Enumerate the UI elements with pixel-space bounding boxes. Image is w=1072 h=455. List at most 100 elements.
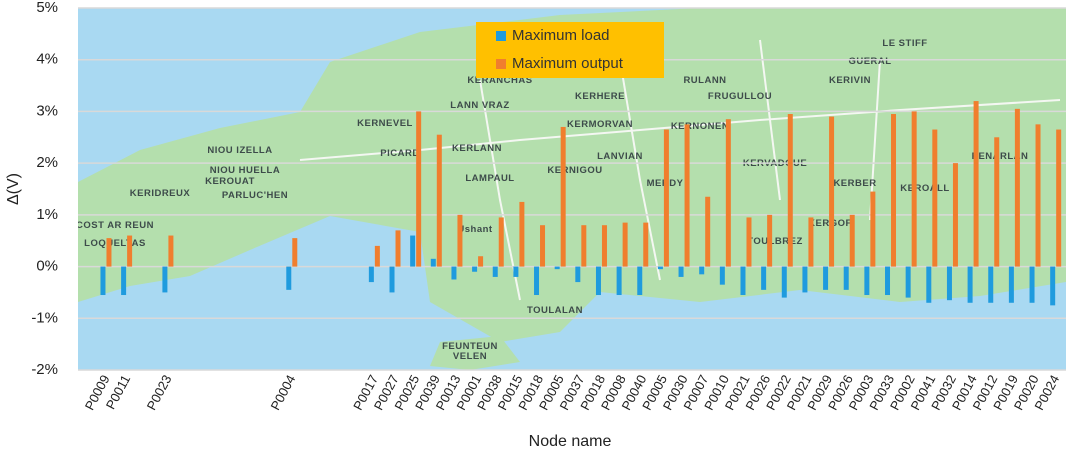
bar xyxy=(932,129,938,267)
bar xyxy=(121,266,127,296)
legend-box xyxy=(476,22,664,78)
bar xyxy=(699,266,705,275)
legend-label: Maximum output xyxy=(512,55,624,72)
legend-swatch xyxy=(496,31,506,41)
bar xyxy=(100,266,106,296)
bar xyxy=(1056,129,1062,267)
map-label: KERNEVEL xyxy=(357,118,413,129)
y-tick-label: 3% xyxy=(36,102,58,119)
map-label: COST AR REUN xyxy=(76,220,154,231)
bar xyxy=(472,266,478,272)
y-tick-label: 2% xyxy=(36,154,58,171)
map-label: NIOU HUELLA xyxy=(210,165,280,176)
bar xyxy=(1014,108,1020,267)
bar xyxy=(286,266,292,290)
bar xyxy=(781,266,787,298)
map-label: NIOU IZELLA xyxy=(207,145,272,156)
map-label: FEUNTEUN xyxy=(442,341,498,352)
map-label: TOULBREZ xyxy=(747,236,803,247)
bar xyxy=(374,245,380,267)
map-label: KERLANN xyxy=(452,143,502,154)
map-label: PICARD xyxy=(380,148,419,159)
bar xyxy=(767,214,773,267)
bar xyxy=(575,266,581,283)
map-label: KERHERE xyxy=(575,91,625,102)
bar xyxy=(457,214,463,267)
bar xyxy=(885,266,891,296)
map-label: KERANCHAS xyxy=(467,75,532,86)
bar xyxy=(513,266,519,277)
bar xyxy=(1035,124,1041,267)
bar xyxy=(616,266,622,296)
map-label: LOQUELTAS xyxy=(84,238,146,249)
bar xyxy=(663,129,669,267)
map-label: KEROALL xyxy=(900,183,949,194)
map-label: LANN VRAZ xyxy=(450,100,509,111)
x-axis-label: Node name xyxy=(529,433,612,450)
bar xyxy=(746,217,752,267)
bar xyxy=(168,235,174,267)
map-label: FRUGULLOU xyxy=(708,91,772,102)
bar xyxy=(581,225,587,267)
bar xyxy=(540,225,546,267)
bar xyxy=(808,217,814,267)
map-label: PARLUC'HEN xyxy=(222,190,288,201)
y-tick-label: -1% xyxy=(31,309,58,326)
bar xyxy=(823,266,829,290)
bar xyxy=(643,222,649,267)
bar xyxy=(451,266,457,280)
x-tick-label: P0023 xyxy=(144,372,175,412)
bar xyxy=(802,266,808,293)
bar xyxy=(389,266,395,293)
bar xyxy=(162,266,168,293)
bar xyxy=(849,214,855,267)
bar xyxy=(740,266,746,296)
map-label: TOULALAN xyxy=(527,305,583,316)
bar xyxy=(492,266,498,277)
bar xyxy=(994,137,1000,267)
bar xyxy=(967,266,973,303)
bar xyxy=(719,266,725,285)
map-label: KERNIGOU xyxy=(547,165,602,176)
bar xyxy=(637,266,643,296)
bar xyxy=(595,266,601,296)
bar xyxy=(601,225,607,267)
bar xyxy=(988,266,994,303)
bar xyxy=(705,196,711,267)
y-tick-label: -2% xyxy=(31,361,58,378)
bar xyxy=(864,266,870,296)
y-axis-label: Δ(V) xyxy=(5,173,22,205)
bar xyxy=(106,238,112,267)
bar xyxy=(1029,266,1035,303)
bar xyxy=(891,114,897,267)
map-label: KERIVIN xyxy=(829,75,871,86)
y-tick-label: 1% xyxy=(36,206,58,223)
bar xyxy=(926,266,932,303)
bar xyxy=(410,235,416,267)
bar xyxy=(905,266,911,298)
bar xyxy=(554,266,560,270)
bar xyxy=(430,258,436,267)
legend-swatch xyxy=(496,59,506,69)
bar xyxy=(911,111,917,267)
bar xyxy=(973,101,979,267)
bar xyxy=(870,191,876,267)
bar xyxy=(560,126,566,267)
y-tick-label: 4% xyxy=(36,51,58,68)
bar xyxy=(946,266,952,301)
map-label: Ushant xyxy=(457,224,493,235)
bar xyxy=(478,256,484,267)
bar xyxy=(416,111,422,267)
map-label: KEROUAT xyxy=(205,176,255,187)
x-tick-label: P0004 xyxy=(268,372,299,412)
bar xyxy=(519,201,525,267)
map-label: GUERAL xyxy=(848,56,891,67)
bar xyxy=(657,266,663,270)
bar xyxy=(534,266,540,296)
bar xyxy=(1050,266,1056,306)
bar xyxy=(843,266,849,290)
bar xyxy=(127,235,133,267)
map-label: PENARLAN xyxy=(972,151,1029,162)
bar xyxy=(368,266,374,283)
map-label: LAMPAUL xyxy=(465,173,514,184)
